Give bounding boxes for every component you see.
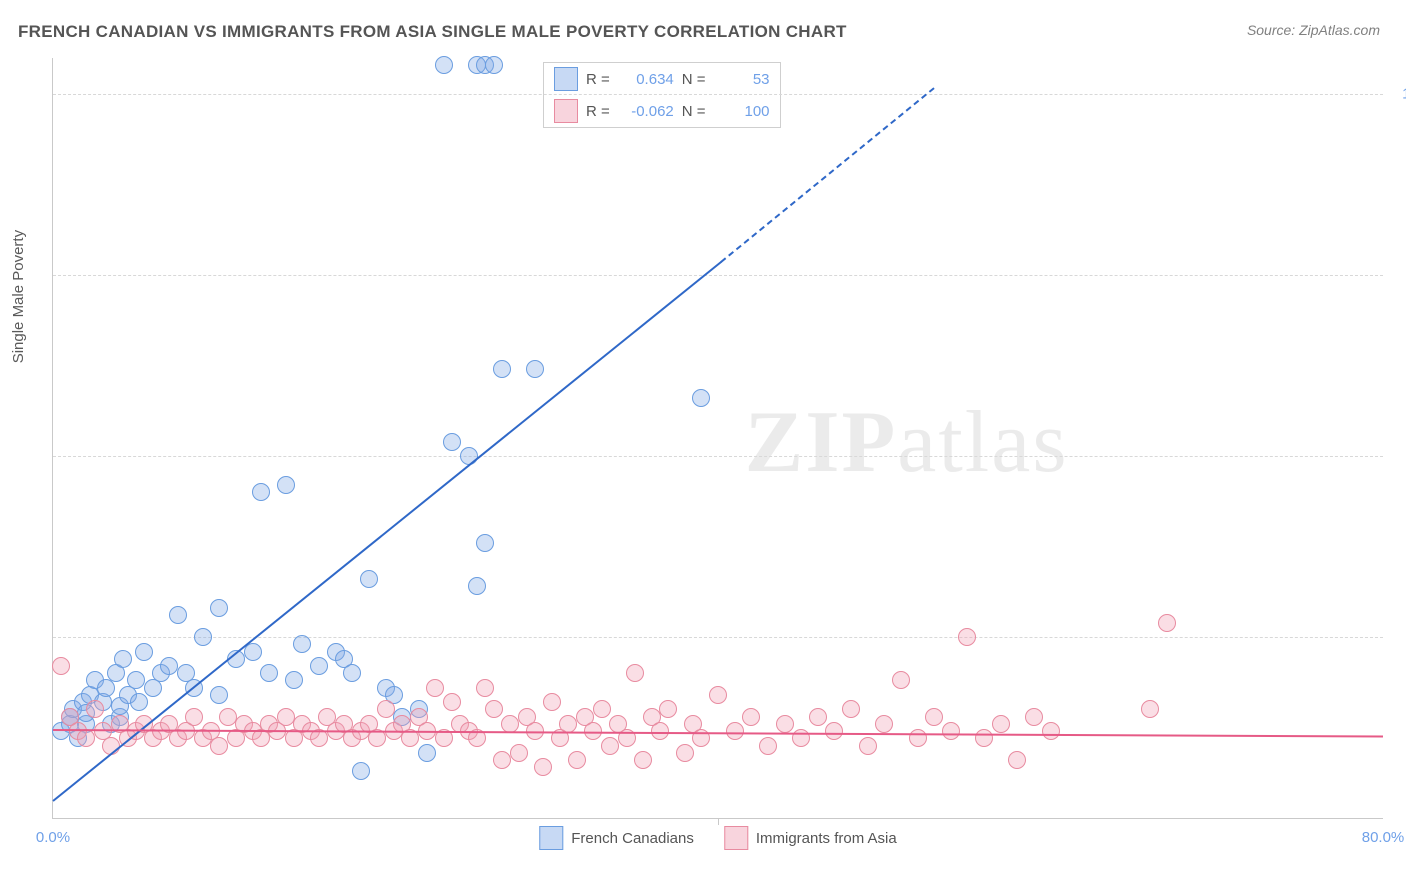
legend-item-pink: Immigrants from Asia — [724, 826, 897, 850]
point-pink — [726, 722, 744, 740]
point-blue — [169, 606, 187, 624]
x-tick-label: 0.0% — [36, 829, 70, 846]
point-blue — [443, 433, 461, 451]
legend-row-pink: R = -0.062 N = 100 — [544, 95, 780, 127]
point-blue — [526, 360, 544, 378]
point-blue — [435, 56, 453, 74]
point-pink — [77, 729, 95, 747]
point-blue — [485, 56, 503, 74]
point-pink — [534, 758, 552, 776]
legend-item-blue: French Canadians — [539, 826, 694, 850]
point-pink — [1042, 722, 1060, 740]
point-pink — [634, 751, 652, 769]
point-pink — [543, 693, 561, 711]
y-tick-label: 100.0% — [1393, 86, 1406, 103]
point-pink — [942, 722, 960, 740]
point-pink — [1008, 751, 1026, 769]
point-pink — [975, 729, 993, 747]
point-blue — [194, 628, 212, 646]
point-pink — [559, 715, 577, 733]
gridline — [53, 275, 1383, 276]
series-legend: French Canadians Immigrants from Asia — [539, 826, 896, 850]
point-pink — [1141, 700, 1159, 718]
point-pink — [1158, 614, 1176, 632]
swatch-blue — [554, 67, 578, 91]
swatch-pink — [554, 99, 578, 123]
x-tick-label: 80.0% — [1362, 829, 1405, 846]
point-pink — [709, 686, 727, 704]
point-blue — [114, 650, 132, 668]
point-pink — [842, 700, 860, 718]
point-pink — [593, 700, 611, 718]
point-pink — [992, 715, 1010, 733]
point-pink — [277, 708, 295, 726]
point-blue — [160, 657, 178, 675]
y-axis-label: Single Male Poverty — [10, 230, 27, 363]
point-blue — [130, 693, 148, 711]
point-pink — [925, 708, 943, 726]
point-pink — [476, 679, 494, 697]
point-blue — [310, 657, 328, 675]
point-pink — [185, 708, 203, 726]
point-pink — [809, 708, 827, 726]
scatter-plot: ZIPatlas R = 0.634 N = 53 R = -0.062 N =… — [52, 58, 1383, 819]
point-blue — [277, 476, 295, 494]
point-pink — [601, 737, 619, 755]
point-blue — [460, 447, 478, 465]
point-blue — [260, 664, 278, 682]
point-blue — [210, 686, 228, 704]
point-blue — [210, 599, 228, 617]
point-blue — [252, 483, 270, 501]
y-tick-label: 50.0% — [1393, 448, 1406, 465]
point-blue — [352, 762, 370, 780]
y-tick-label: 75.0% — [1393, 267, 1406, 284]
point-pink — [426, 679, 444, 697]
point-blue — [493, 360, 511, 378]
point-blue — [285, 671, 303, 689]
y-tick-label: 25.0% — [1393, 629, 1406, 646]
point-pink — [1025, 708, 1043, 726]
watermark: ZIPatlas — [745, 392, 1069, 493]
point-pink — [501, 715, 519, 733]
point-blue — [127, 671, 145, 689]
point-pink — [958, 628, 976, 646]
point-pink — [825, 722, 843, 740]
point-pink — [52, 657, 70, 675]
point-blue — [293, 635, 311, 653]
point-pink — [493, 751, 511, 769]
gridline — [53, 456, 1383, 457]
point-pink — [210, 737, 228, 755]
point-pink — [776, 715, 794, 733]
point-pink — [568, 751, 586, 769]
point-pink — [443, 693, 461, 711]
point-pink — [759, 737, 777, 755]
point-pink — [377, 700, 395, 718]
point-pink — [86, 700, 104, 718]
point-blue — [476, 534, 494, 552]
point-blue — [135, 643, 153, 661]
chart-title: FRENCH CANADIAN VS IMMIGRANTS FROM ASIA … — [18, 22, 847, 42]
point-pink — [659, 700, 677, 718]
swatch-pink — [724, 826, 748, 850]
point-pink — [510, 744, 528, 762]
point-pink — [485, 700, 503, 718]
point-pink — [892, 671, 910, 689]
source-label: Source: ZipAtlas.com — [1247, 22, 1380, 38]
point-blue — [692, 389, 710, 407]
point-pink — [875, 715, 893, 733]
x-tick-mark — [718, 818, 719, 825]
point-pink — [219, 708, 237, 726]
point-blue — [418, 744, 436, 762]
swatch-blue — [539, 826, 563, 850]
point-blue — [343, 664, 361, 682]
gridline — [53, 94, 1383, 95]
point-pink — [676, 744, 694, 762]
point-pink — [909, 729, 927, 747]
point-blue — [468, 577, 486, 595]
legend-row-blue: R = 0.634 N = 53 — [544, 63, 780, 95]
point-pink — [859, 737, 877, 755]
point-pink — [626, 664, 644, 682]
point-blue — [360, 570, 378, 588]
point-pink — [742, 708, 760, 726]
